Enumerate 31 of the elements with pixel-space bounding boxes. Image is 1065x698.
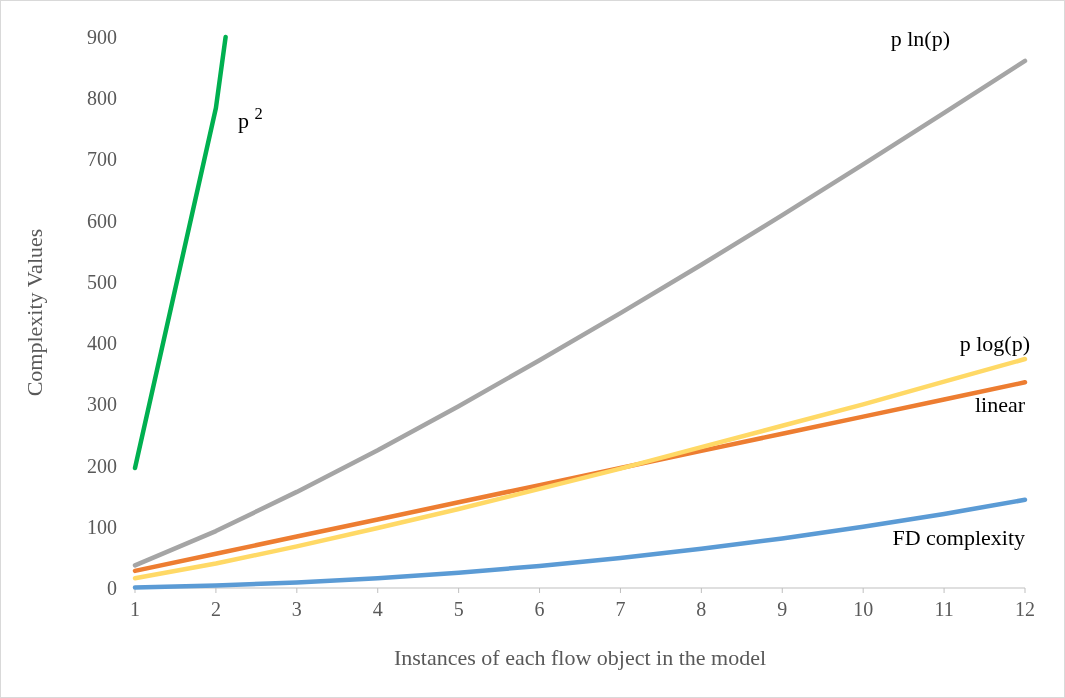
text: p ln(p)	[890, 25, 950, 51]
y-axis-title: Complexity Values	[22, 228, 47, 397]
series-label: p log(p)	[959, 331, 1030, 357]
x-tick-label: 6	[534, 598, 545, 620]
y-tick-label: 500	[87, 270, 117, 293]
x-tick-label: 9	[777, 598, 788, 620]
x-tick-label: 4	[372, 598, 383, 620]
y-tick-label: 100	[87, 515, 117, 538]
x-tick-label: 10	[853, 598, 874, 620]
x-axis-title: Instances of each flow object in the model	[393, 645, 767, 670]
y-tick-label: 300	[87, 393, 117, 416]
y-tick-label: 0	[107, 577, 117, 599]
line-series	[132, 497, 1028, 590]
y-tick-label: 800	[87, 87, 117, 110]
y-tick-label: 400	[87, 332, 117, 355]
x-tick-label: 8	[696, 598, 707, 620]
y-tick-label: 900	[87, 26, 117, 48]
y-tick-label: 200	[87, 454, 117, 477]
series-label: p $^{2}$	[237, 103, 263, 134]
x-tick-label: 1	[130, 598, 140, 620]
y-tick-label: 700	[87, 148, 117, 171]
x-tick-label: 11	[934, 598, 954, 620]
series-label: FD complexity	[892, 524, 1025, 550]
line-series	[132, 58, 1028, 568]
x-tick-label: 7	[615, 598, 626, 620]
series-label: linear	[974, 392, 1026, 418]
y-tick-label: 600	[87, 209, 117, 232]
x-tick-label: 2	[210, 598, 221, 620]
x-tick-label: 12	[1015, 598, 1035, 620]
x-tick-label: 5	[453, 598, 464, 620]
x-tick-label: 3	[291, 598, 302, 620]
